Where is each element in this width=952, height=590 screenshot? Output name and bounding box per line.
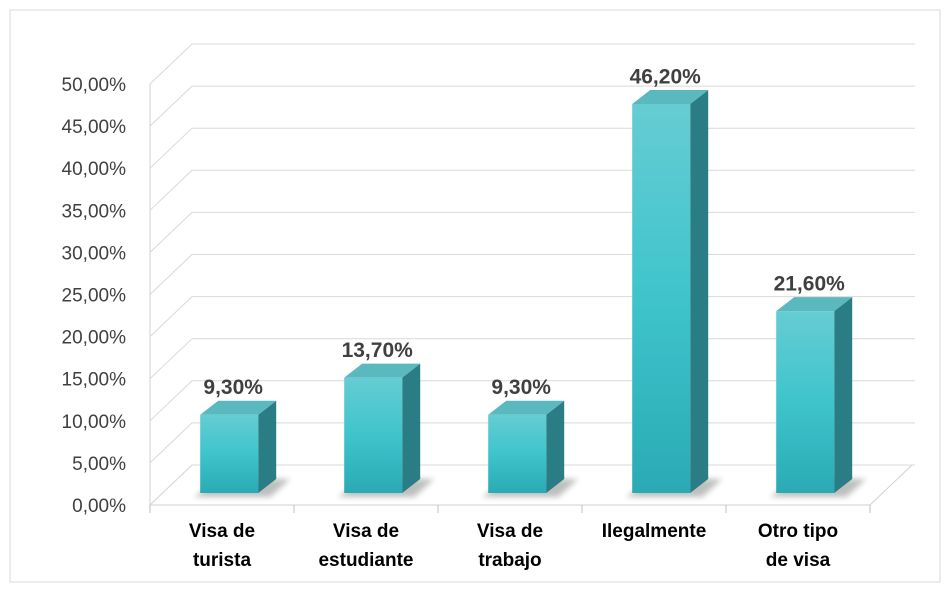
grid-line [149,43,915,85]
bar [200,414,259,493]
value-label: 13,70% [342,339,414,362]
y-tick-label: 25,00% [62,286,127,307]
y-tick-label: 40,00% [62,159,127,180]
bar [488,414,547,493]
value-label: 9,30% [203,376,263,399]
value-label: 46,20% [630,66,702,89]
y-tick-label: 10,00% [62,412,127,433]
grid-line [149,169,915,211]
value-label: 21,60% [774,273,846,296]
x-tick-label: Visa de turista [188,521,256,571]
y-tick-label: 45,00% [62,117,127,138]
x-tick-label: Otro tipo de visa [757,521,839,571]
bar [344,377,403,493]
y-tick-label: 0,00% [72,496,126,517]
bar [776,311,835,493]
grid-line [149,85,915,127]
x-tick-label: Visa de estudiante [318,521,414,571]
bar-top [200,400,277,415]
y-tick-label: 5,00% [72,454,126,475]
bar-side [402,363,421,493]
bar-top [344,363,421,378]
value-label: 9,30% [491,376,551,399]
bar-top [776,297,853,312]
y-tick-label: 20,00% [62,328,127,349]
bar-side [690,89,709,493]
bar-top [488,400,565,415]
bar [632,103,691,493]
x-tick-label: Ilegalmente [601,521,707,542]
bar-side [834,297,853,493]
grid-line [149,211,915,253]
bar-side [258,400,277,493]
y-tick-label: 30,00% [62,243,127,264]
chart-border [9,9,941,583]
grid-line [149,127,915,169]
bar-top [632,89,709,104]
y-tick-label: 35,00% [62,201,127,222]
x-tick-label: Visa de trabajo [476,521,544,571]
y-tick-label: 15,00% [62,370,127,391]
bar-side [546,400,565,493]
y-tick-label: 50,00% [62,75,127,96]
